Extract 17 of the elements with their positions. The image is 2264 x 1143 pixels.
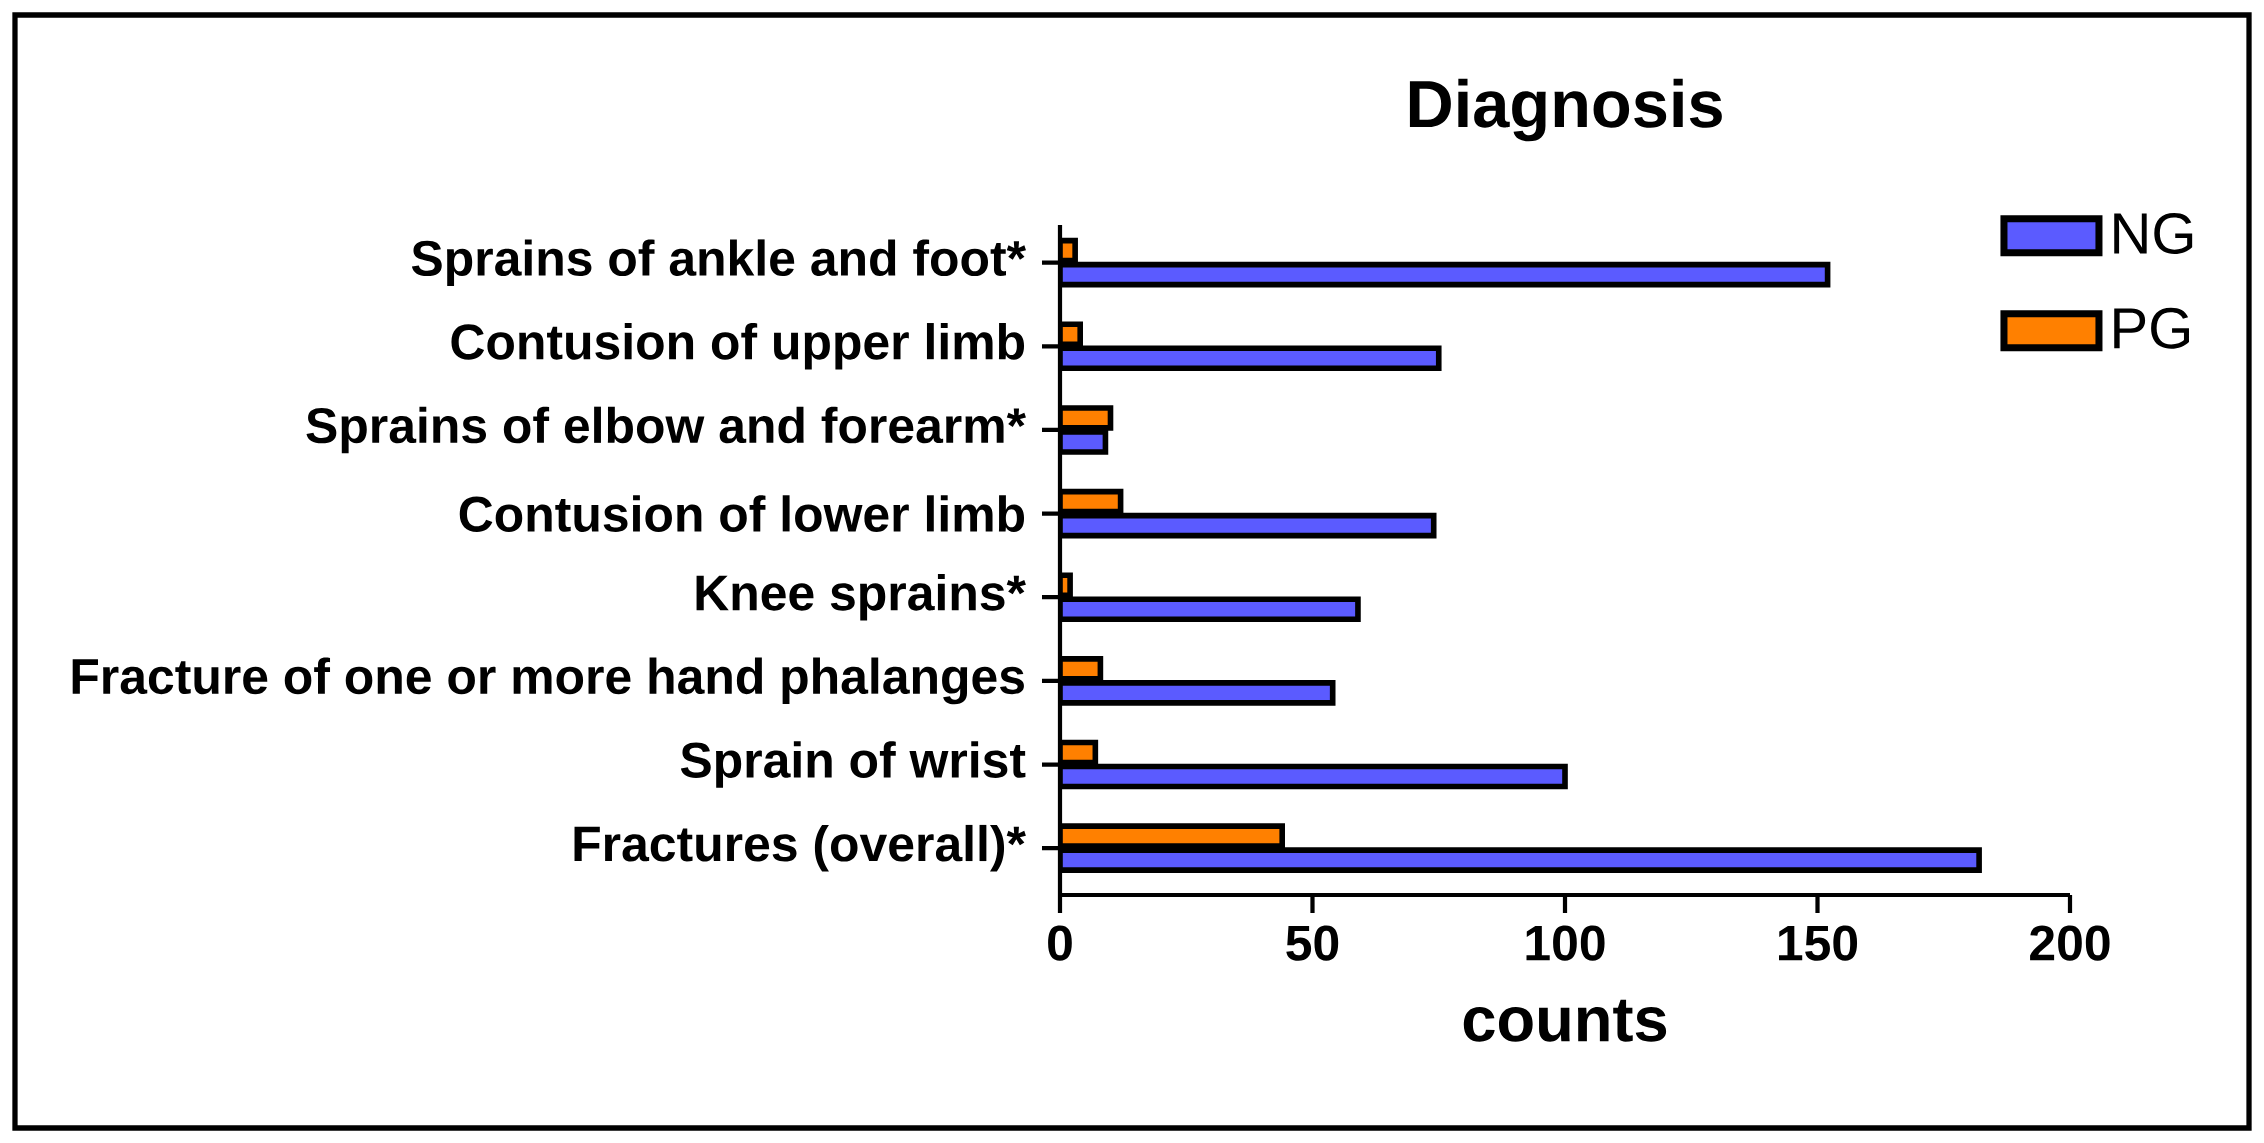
x-tick-label: 200 (2030, 925, 2110, 961)
chart-title: Diagnosis (1409, 78, 1722, 142)
y-tick-label: Sprain of wrist (680, 741, 1026, 788)
x-tick-label: 150 (1779, 925, 1858, 961)
x-tick-label: 50 (1286, 925, 1339, 961)
legend-label: NG (2114, 212, 2193, 255)
y-tick-label: Knee sprains* (696, 573, 1026, 621)
y-tick-label: Fractures (overall)* (574, 824, 1026, 872)
y-tick-label: Sprains of elbow and forearm* (306, 406, 1026, 454)
y-tick-label: Contusion of lower limb (459, 495, 1025, 532)
y-tick-label: Fracture of one or more hand phalanges (72, 657, 1024, 705)
x-axis-title: counts (1463, 999, 1667, 1042)
x-tick-label: 0 (1048, 925, 1072, 961)
y-tick-label: Contusion of upper limb (451, 323, 1025, 370)
x-tick-label: 100 (1526, 925, 1605, 961)
legend-label: PG (2114, 307, 2189, 349)
y-tick-label: Sprains of ankle and foot* (411, 239, 1026, 286)
